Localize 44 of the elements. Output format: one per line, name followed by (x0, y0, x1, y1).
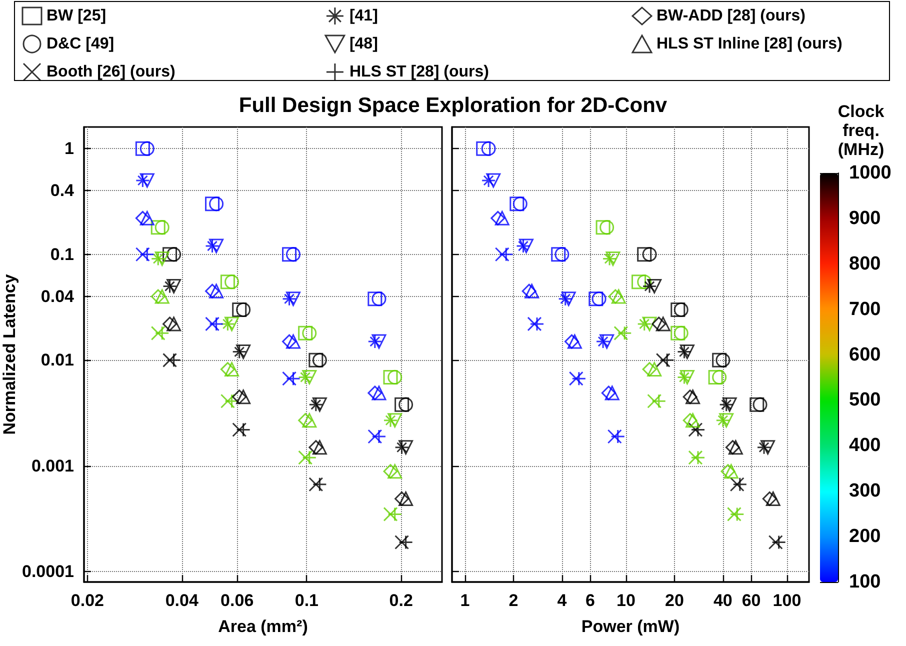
color-bar-title: Clock freq. (MHz) (838, 102, 885, 159)
legend-label: HLS ST [28] (ours) (349, 64, 490, 80)
x-tick-label: 20 (665, 591, 684, 610)
x-axis-title: Area (mm²) (218, 617, 308, 636)
x-tick-label: 2 (508, 591, 518, 610)
x-tick-label: 0.2 (389, 591, 413, 610)
legend-label: D&C [49] (46, 36, 114, 52)
color-bar-label: 600 (849, 344, 881, 366)
x-tick-label: 10 (616, 591, 636, 610)
x-tick-label: 40 (713, 591, 732, 610)
color-bar-label: 500 (849, 390, 881, 411)
legend-label: Booth [26] (ours) (46, 64, 176, 80)
color-bar-label: 1000 (849, 162, 892, 184)
legend-label: [48] (349, 36, 378, 52)
x-tick-label: 0.06 (220, 591, 254, 610)
legend-label: HLS ST Inline [28] (ours) (656, 36, 842, 52)
y-tick-label: 0.04 (40, 286, 75, 306)
x-tick-label: 0.1 (294, 591, 319, 610)
color-bar-label: 800 (849, 253, 881, 274)
x-tick-label: 0.02 (70, 591, 104, 610)
color-bar-label: 300 (849, 480, 881, 502)
chart-title: Full Design Space Exploration for 2D-Conv (238, 94, 668, 117)
color-bar-label: 900 (849, 208, 881, 229)
x-tick-label: 1 (460, 591, 470, 610)
y-tick-label: 1 (64, 139, 74, 158)
color-bar-label: 400 (849, 435, 881, 456)
x-tick-label: 4 (557, 591, 568, 610)
x-tick-label: 6 (586, 591, 596, 610)
y-tick-label: 0.01 (40, 350, 74, 370)
color-bar-label: 100 (849, 572, 881, 592)
y-tick-label: 0.1 (50, 244, 74, 264)
legend-label: [41] (349, 8, 378, 24)
legend-label: BW [25] (46, 8, 106, 24)
legend-label: BW-ADD [28] (ours) (656, 8, 806, 24)
y-tick-label: 0.001 (31, 456, 74, 476)
x-tick-label: 100 (772, 591, 802, 610)
color-bar-label: 700 (849, 298, 881, 320)
y-tick-label: 0.4 (50, 181, 75, 200)
x-tick-label: 0.04 (165, 591, 199, 610)
color-bar-label: 200 (849, 526, 881, 548)
y-axis-title: Normalized Latency (0, 274, 19, 435)
y-tick-label: 0.0001 (22, 562, 74, 582)
x-axis-title: Power (mW) (581, 617, 680, 636)
x-tick-label: 60 (742, 591, 761, 610)
